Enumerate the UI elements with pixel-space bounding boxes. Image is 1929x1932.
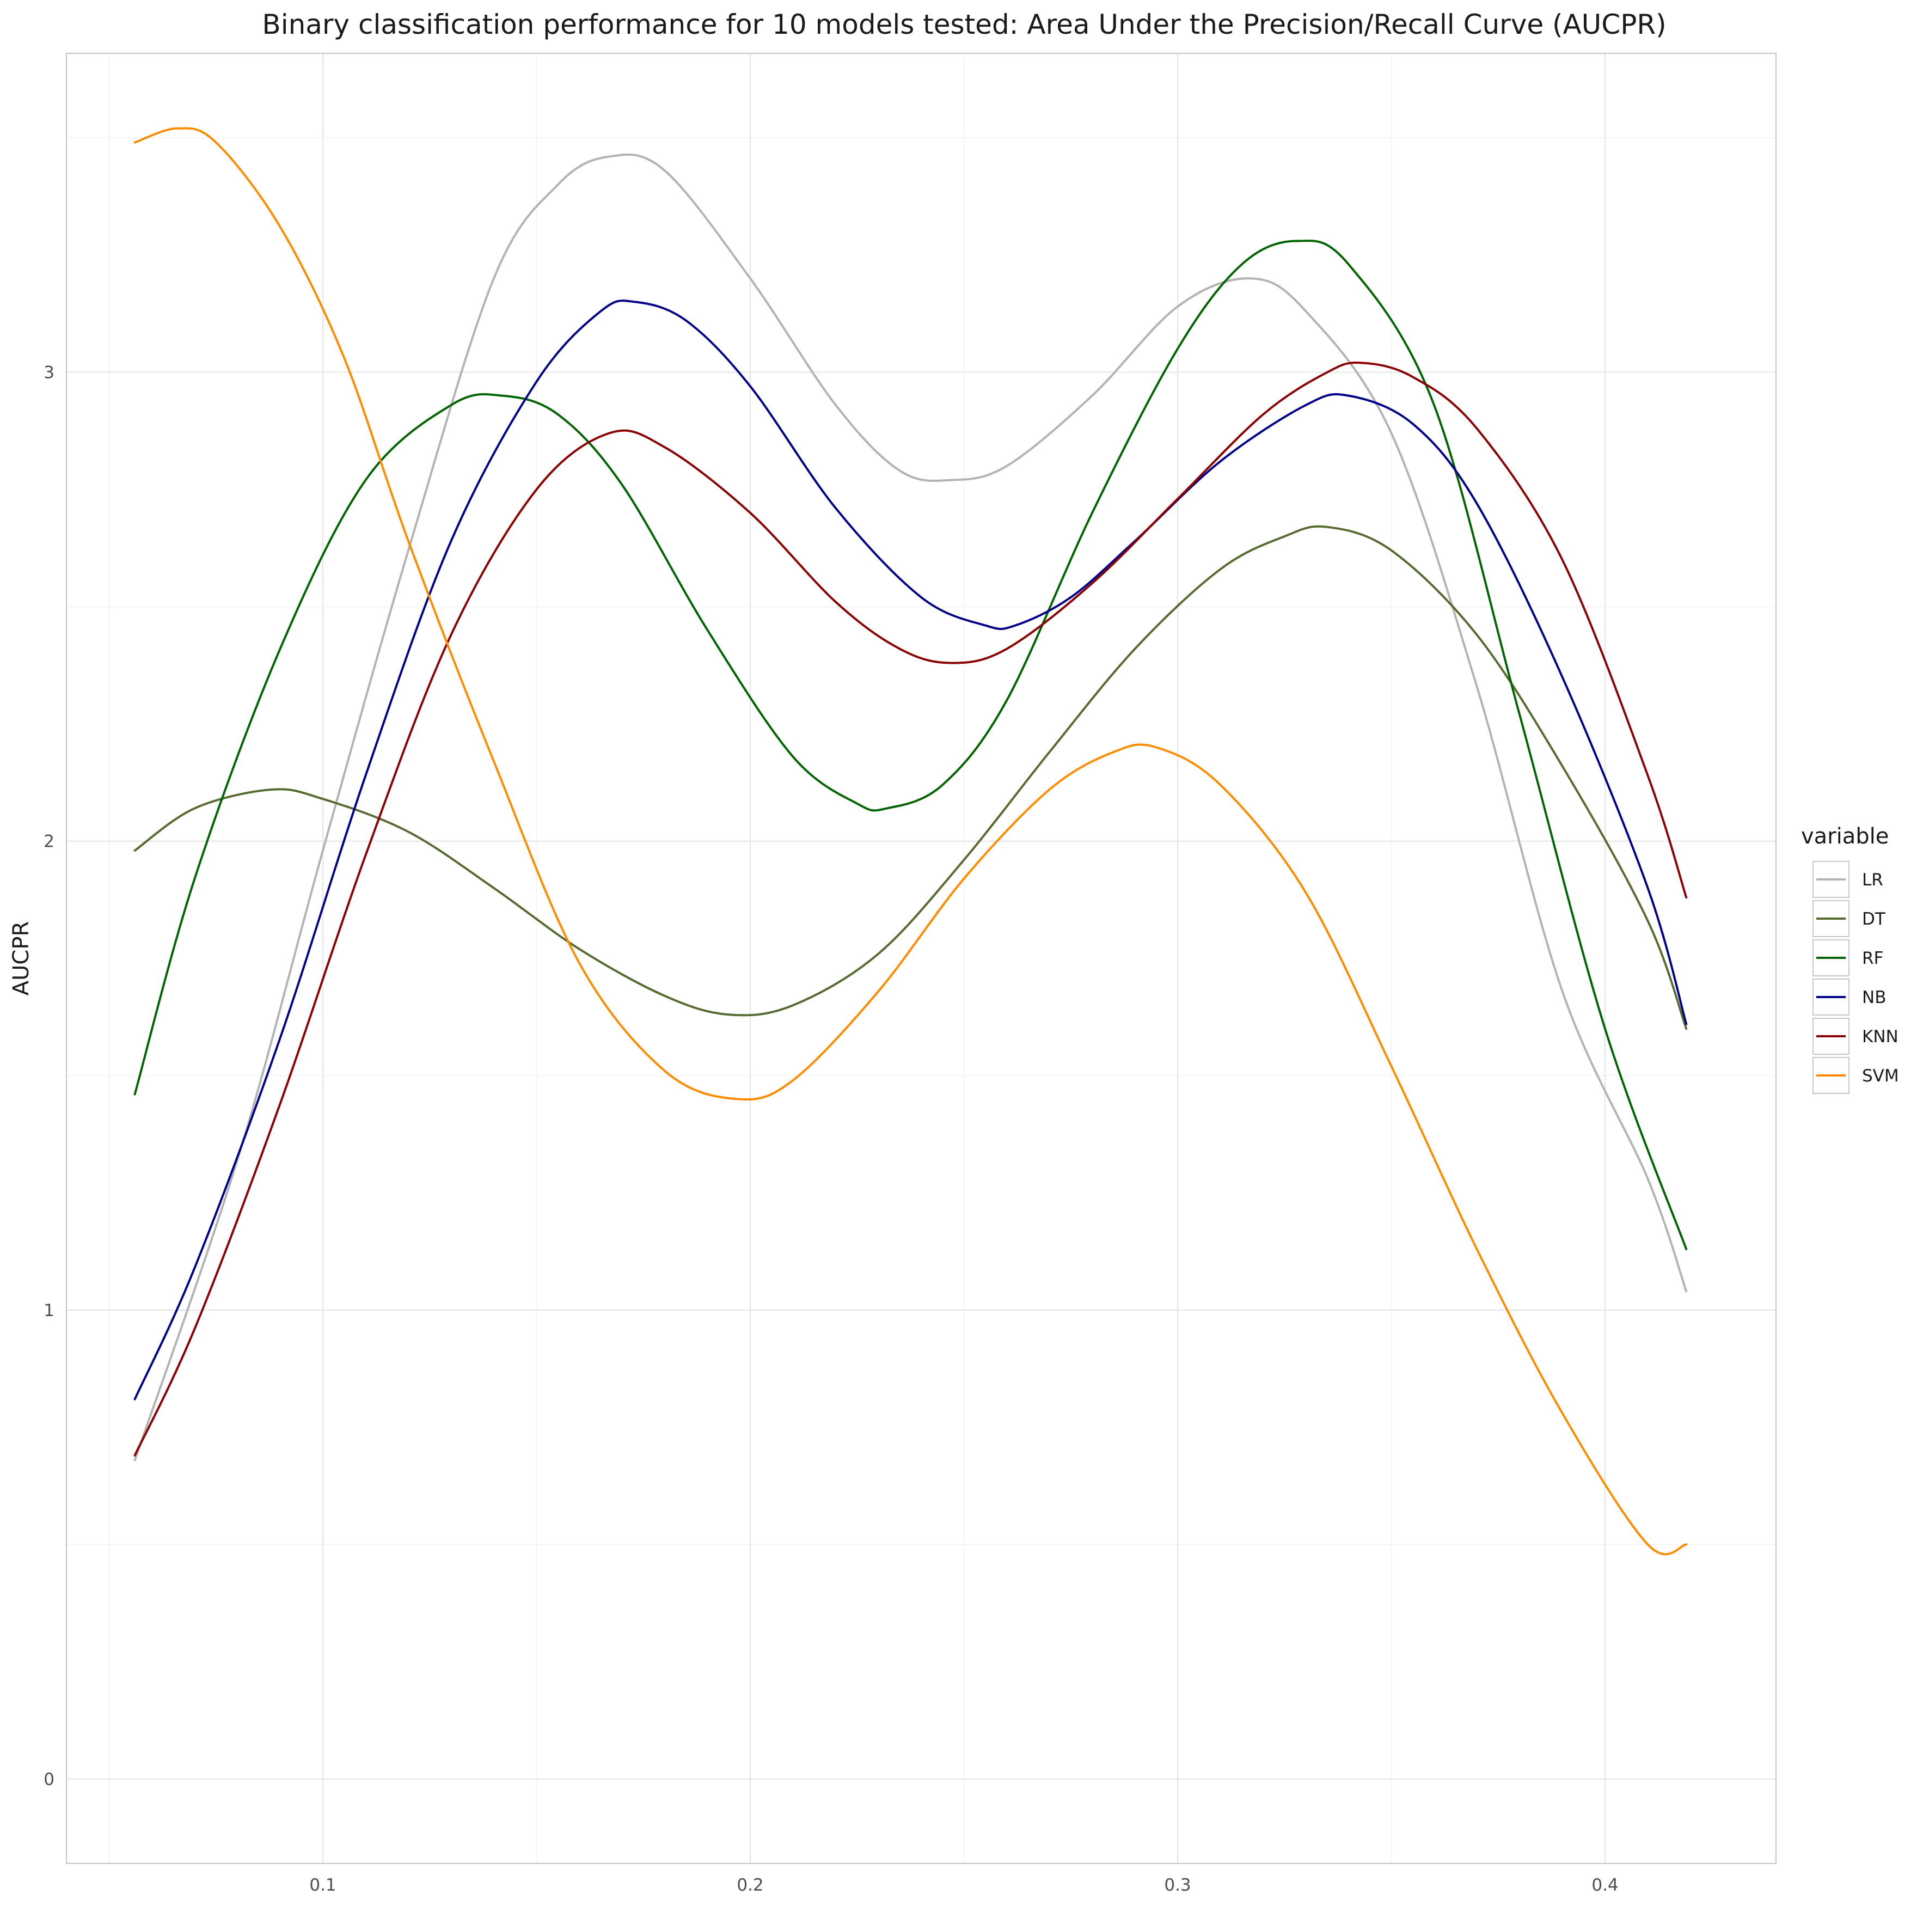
series-line-knn	[133, 362, 1688, 1457]
x-axis-ticks: 0.1 0.2 0.3 0.4	[309, 1875, 1618, 1895]
series-line-svm	[133, 127, 1688, 1556]
series-line-rf	[133, 240, 1688, 1250]
legend-label-nb: NB	[1862, 988, 1886, 1007]
legend-label-knn: KNN	[1862, 1027, 1899, 1047]
legend-label-lr: LR	[1862, 870, 1883, 890]
legend-label-dt: DT	[1862, 909, 1886, 929]
y-axis-ticks: 0 1 2 3	[44, 363, 54, 1789]
y-tick-label: 0	[44, 1770, 54, 1789]
x-tick-label: 0.1	[309, 1875, 336, 1895]
series-lines	[133, 127, 1688, 1556]
legend: variable LR DT RF NB KNN SVM	[1801, 824, 1899, 1094]
series-line-nb	[133, 299, 1688, 1401]
y-tick-label: 3	[44, 363, 54, 383]
legend-label-rf: RF	[1862, 949, 1883, 968]
legend-items: LR DT RF NB KNN SVM	[1812, 861, 1899, 1094]
y-tick-label: 2	[44, 832, 54, 852]
legend-label-svm: SVM	[1862, 1066, 1899, 1086]
series-line-dt	[133, 525, 1688, 1030]
series-line-lr	[133, 153, 1688, 1462]
plot-panel-border	[65, 52, 1777, 1864]
y-tick-label: 1	[44, 1301, 54, 1320]
x-tick-label: 0.3	[1164, 1875, 1191, 1895]
grid	[66, 53, 1776, 1863]
legend-title: variable	[1801, 824, 1889, 849]
chart-title: Binary classification performance for 10…	[262, 9, 1666, 40]
x-tick-label: 0.4	[1591, 1875, 1618, 1895]
y-axis-title: AUCPR	[9, 921, 34, 995]
x-tick-label: 0.2	[737, 1875, 763, 1895]
